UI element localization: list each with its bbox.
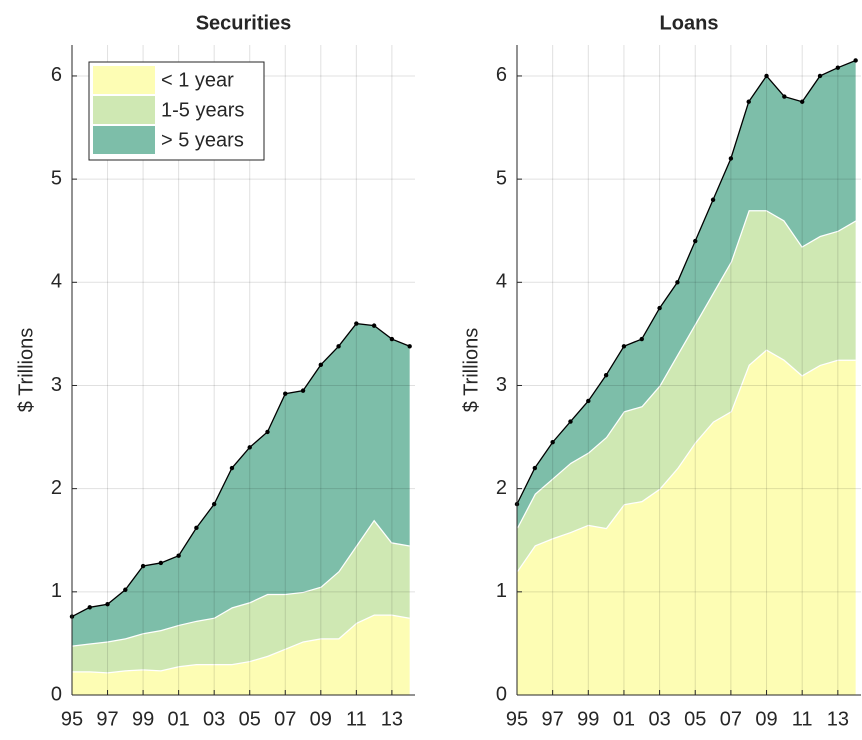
area xyxy=(517,349,856,695)
total-point xyxy=(568,419,573,424)
total-point xyxy=(371,323,377,328)
legend-swatch xyxy=(93,66,155,94)
total-point xyxy=(211,501,217,507)
total-point xyxy=(389,336,395,342)
total-point xyxy=(799,99,805,104)
y-tick-label: 4 xyxy=(496,271,507,293)
x-tick-label: 99 xyxy=(577,708,599,730)
total-point xyxy=(693,238,698,244)
x-tick-label: 11 xyxy=(346,708,367,730)
y-axis-label: $ Trillions xyxy=(460,328,482,412)
total-point xyxy=(140,563,146,569)
total-point xyxy=(265,429,270,435)
x-tick-label: 13 xyxy=(827,708,849,730)
x-tick-label: 09 xyxy=(310,708,332,730)
total-point xyxy=(229,465,235,471)
area xyxy=(72,519,410,673)
area xyxy=(72,323,410,646)
legend-label: < 1 year xyxy=(161,69,234,91)
total-point xyxy=(728,156,734,161)
total-point xyxy=(300,388,306,393)
total-point xyxy=(354,321,359,326)
total-point xyxy=(336,344,341,349)
y-tick-label: 2 xyxy=(496,477,507,499)
total-point xyxy=(247,445,252,450)
y-tick-label: 6 xyxy=(496,64,507,86)
x-tick-label: 03 xyxy=(648,708,670,730)
x-tick-label: 01 xyxy=(613,708,635,730)
x-tick-label: 09 xyxy=(755,708,777,730)
x-tick-label: 01 xyxy=(168,708,190,730)
legend-label: 1-5 years xyxy=(161,99,244,121)
total-point xyxy=(123,587,128,592)
total-point xyxy=(657,305,662,311)
x-tick-label: 05 xyxy=(684,708,706,730)
total-point xyxy=(407,344,412,349)
total-line xyxy=(516,59,856,505)
total-point xyxy=(105,602,110,607)
total-point xyxy=(764,73,769,79)
total-point xyxy=(532,465,538,471)
total-point xyxy=(158,560,164,566)
chart-title: Loans xyxy=(660,12,719,34)
total-point xyxy=(817,73,823,79)
legend-swatch xyxy=(93,96,155,124)
y-tick-label: 5 xyxy=(496,167,507,189)
legend-swatch xyxy=(93,126,155,154)
x-tick-label: 11 xyxy=(792,708,813,730)
x-tick-label: 97 xyxy=(542,708,564,730)
total-point xyxy=(283,391,288,396)
y-tick-label: 3 xyxy=(51,374,62,396)
y-axis-label: $ Trillions xyxy=(15,328,37,412)
total-point xyxy=(746,99,751,104)
x-tick-label: 13 xyxy=(381,708,403,730)
y-tick-label: 1 xyxy=(51,580,62,602)
x-tick-label: 99 xyxy=(132,708,154,730)
y-tick-label: 2 xyxy=(51,477,62,499)
total-point xyxy=(550,440,555,445)
total-point xyxy=(318,362,324,368)
y-tick-label: 0 xyxy=(496,683,507,705)
y-tick-label: 6 xyxy=(51,64,62,86)
total-point xyxy=(853,58,858,63)
total-point xyxy=(621,344,627,349)
total-point xyxy=(603,372,609,378)
x-tick-label: 05 xyxy=(239,708,261,730)
y-tick-label: 0 xyxy=(51,683,62,705)
x-tick-label: 97 xyxy=(96,708,118,730)
total-point xyxy=(835,65,841,70)
total-point xyxy=(87,605,92,610)
total-point xyxy=(194,525,199,531)
area xyxy=(517,210,856,572)
total-point xyxy=(586,398,591,404)
y-tick-label: 3 xyxy=(496,374,507,396)
y-tick-label: 5 xyxy=(51,167,62,189)
total-point xyxy=(710,197,716,202)
x-tick-label: 95 xyxy=(61,708,83,730)
x-tick-label: 07 xyxy=(720,708,742,730)
area xyxy=(72,614,410,695)
total-point xyxy=(782,94,787,99)
y-tick-label: 4 xyxy=(51,271,62,293)
y-tick-label: 1 xyxy=(496,580,507,602)
total-line xyxy=(71,322,410,618)
chart-title: Securities xyxy=(196,12,292,34)
total-point xyxy=(176,553,181,558)
x-tick-label: 07 xyxy=(274,708,296,730)
total-point xyxy=(639,336,644,342)
x-tick-label: 95 xyxy=(506,708,528,730)
area xyxy=(517,60,856,528)
x-tick-label: 03 xyxy=(203,708,225,730)
legend-label: > 5 years xyxy=(161,129,244,151)
total-point xyxy=(675,280,680,285)
